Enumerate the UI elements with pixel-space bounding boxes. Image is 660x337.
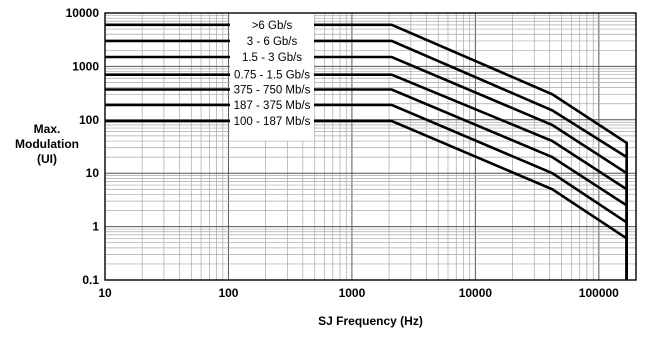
legend-box xyxy=(230,12,314,141)
series-line-1 xyxy=(105,23,629,280)
y-axis-title-line: Max. xyxy=(34,122,61,136)
grid xyxy=(104,13,637,281)
x-tick-label: 100 xyxy=(218,286,238,300)
y-axis-title-line: Modulation xyxy=(15,137,79,151)
axis-labels: SJ Frequency (Hz) Max.Modulation(UI) xyxy=(15,122,423,328)
legend: >6 Gb/s 3 - 6 Gb/s 1.5 - 3 Gb/s 0.75 - 1.5 … xyxy=(230,12,314,141)
x-tick-label: 10 xyxy=(98,286,112,300)
x-tick-label: 100000 xyxy=(579,286,619,300)
legend-label: 187 - 375 Mb/s xyxy=(234,100,311,112)
legend-label: 375 - 750 Mb/s xyxy=(234,84,311,96)
axes: 10 100 1000 10000 100000 0.1 1 10 100 1000 10000 xyxy=(66,6,637,300)
series-line-2 xyxy=(105,39,629,280)
y-tick-label: 0.1 xyxy=(82,273,99,287)
y-tick-label: 10000 xyxy=(66,6,100,20)
plot-frame xyxy=(104,12,637,281)
y-tick-label: 1 xyxy=(92,220,99,234)
y-tick-label: 100 xyxy=(79,113,99,127)
y-tick-label: 10 xyxy=(86,166,100,180)
series-line-6 xyxy=(105,103,629,280)
x-tick-label: 10000 xyxy=(459,286,493,300)
legend-label: 3 - 6 Gb/s xyxy=(247,36,298,48)
y-tick-label: 1000 xyxy=(72,59,99,73)
y-axis-title-line: (UI) xyxy=(37,152,57,166)
x-axis-title: SJ Frequency (Hz) xyxy=(318,314,423,328)
legend-label: 100 - 187 Mb/s xyxy=(234,116,311,128)
legend-label: >6 Gb/s xyxy=(252,20,293,32)
series-lines xyxy=(105,23,629,280)
legend-label: 0.75 - 1.5 Gb/s xyxy=(234,70,310,82)
x-tick-label: 1000 xyxy=(339,286,366,300)
series-line-7 xyxy=(105,119,629,280)
legend-label: 1.5 - 3 Gb/s xyxy=(242,52,302,64)
